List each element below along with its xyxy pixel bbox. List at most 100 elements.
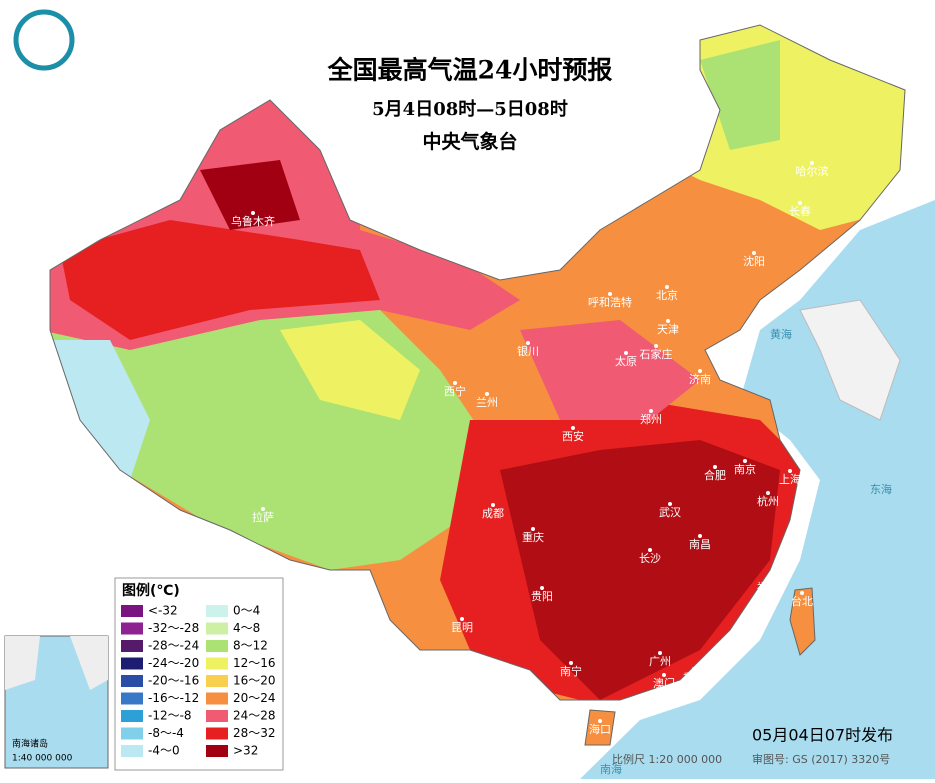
city-dot bbox=[569, 661, 573, 665]
city-dot bbox=[743, 459, 747, 463]
sea-label: 黄海 bbox=[770, 327, 792, 341]
city-dot bbox=[453, 381, 457, 385]
legend-label: >32 bbox=[233, 744, 258, 758]
legend-swatch bbox=[206, 605, 228, 617]
city-label: 兰州 bbox=[476, 396, 498, 409]
city-label: 长沙 bbox=[639, 552, 661, 565]
legend-label: -12～-8 bbox=[148, 709, 192, 723]
city-dot bbox=[460, 617, 464, 621]
city-label: 呼和浩特 bbox=[588, 295, 632, 309]
city-label: 重庆 bbox=[522, 530, 544, 544]
city-dot bbox=[571, 426, 575, 430]
legend-label: 12～16 bbox=[233, 656, 276, 670]
issued: 05月04日07时发布 bbox=[752, 726, 893, 745]
city-label: 海口 bbox=[589, 722, 611, 736]
legend-swatch bbox=[206, 640, 228, 652]
legend-swatch bbox=[121, 605, 143, 617]
city-dot bbox=[531, 527, 535, 531]
city-label: 沈阳 bbox=[743, 254, 765, 268]
city-label: 拉萨 bbox=[252, 510, 274, 524]
city-dot bbox=[698, 534, 702, 538]
legend-label: -8～-4 bbox=[148, 726, 184, 740]
city-dot bbox=[491, 503, 495, 507]
city-label: 成都 bbox=[482, 507, 504, 520]
city-dot bbox=[608, 292, 612, 296]
legend-swatch bbox=[121, 727, 143, 740]
korea bbox=[799, 299, 901, 421]
legend-label: -4～0 bbox=[148, 744, 180, 758]
legend-label: -32～-28 bbox=[148, 621, 199, 635]
period: 5月4日08时—5日08时 bbox=[372, 99, 568, 120]
legend-swatch bbox=[206, 692, 228, 705]
city-dot bbox=[662, 673, 666, 677]
city-dot bbox=[648, 548, 652, 552]
city-dot bbox=[665, 285, 669, 289]
city-label: 天津 bbox=[657, 323, 679, 336]
legend-swatch bbox=[121, 692, 143, 705]
legend-label: 16～20 bbox=[233, 674, 276, 688]
legend-swatch bbox=[206, 622, 228, 635]
city-dot bbox=[654, 344, 658, 348]
inset-label: 南海诸岛 bbox=[12, 738, 48, 750]
city-dot bbox=[692, 667, 696, 671]
legend-swatch bbox=[121, 710, 143, 722]
city-label: 武汉 bbox=[659, 506, 681, 519]
city-label: 西安 bbox=[562, 429, 584, 443]
city-label: 杭州 bbox=[757, 494, 779, 508]
logo bbox=[13, 9, 75, 71]
city-label: 哈尔滨 bbox=[796, 164, 829, 178]
city-dot bbox=[624, 351, 628, 355]
legend-label: 4～8 bbox=[233, 621, 260, 635]
city-label: 上海 bbox=[779, 472, 801, 486]
sea-label: 东海 bbox=[870, 482, 892, 496]
city-dot bbox=[540, 586, 544, 590]
legend-label: <-32 bbox=[148, 604, 178, 618]
city-dot bbox=[485, 392, 489, 396]
legend-label: -16～-12 bbox=[148, 691, 199, 705]
city-dot bbox=[810, 161, 814, 165]
city-label: 澳门 bbox=[653, 676, 675, 690]
city-label: 昆明 bbox=[451, 621, 473, 634]
legend-swatch bbox=[121, 640, 143, 652]
city-dot bbox=[713, 465, 717, 469]
city-dot bbox=[261, 507, 265, 511]
city-label: 石家庄 bbox=[640, 347, 673, 361]
city-dot bbox=[798, 201, 802, 205]
city-label: 福州 bbox=[757, 580, 779, 594]
sea-label: 南海 bbox=[600, 762, 622, 776]
legend-label: 8～12 bbox=[233, 639, 268, 653]
city-label: 济南 bbox=[689, 372, 711, 386]
city-label: 贵阳 bbox=[531, 590, 553, 603]
city-label: 乌鲁木齐 bbox=[231, 214, 275, 228]
city-label: 北京 bbox=[656, 288, 678, 302]
city-dot bbox=[251, 211, 255, 215]
city-dot bbox=[668, 502, 672, 506]
legend-label: 28～32 bbox=[233, 726, 276, 740]
city-label: 合肥 bbox=[704, 468, 726, 482]
legend-swatch bbox=[121, 675, 143, 687]
map-number: 审图号: GS (2017) 3320号 bbox=[752, 752, 890, 766]
city-dot bbox=[649, 409, 653, 413]
city-label: 香港 bbox=[683, 671, 705, 684]
scale: 比例尺 1:20 000 000 bbox=[612, 752, 722, 766]
legend-swatch bbox=[206, 745, 228, 757]
legend-label: 0～4 bbox=[233, 604, 260, 618]
legend-label: -20～-16 bbox=[148, 674, 199, 688]
city-dot bbox=[766, 491, 770, 495]
inset-land bbox=[5, 636, 108, 690]
legend-label: 24～28 bbox=[233, 709, 276, 723]
legend-swatch bbox=[206, 657, 228, 670]
legend-swatch bbox=[121, 745, 143, 757]
legend-label: 20～24 bbox=[233, 691, 276, 705]
city-label: 南宁 bbox=[560, 664, 582, 678]
city-label: 银川 bbox=[517, 344, 539, 358]
city-dot bbox=[666, 319, 670, 323]
city-dot bbox=[526, 341, 530, 345]
city-dot bbox=[788, 469, 792, 473]
city-label: 长春 bbox=[789, 205, 811, 218]
legend-label: -24～-20 bbox=[148, 656, 199, 670]
city-label: 太原 bbox=[615, 355, 637, 368]
legend-title: 图例(℃) bbox=[122, 582, 180, 599]
city-label: 西宁 bbox=[444, 384, 466, 398]
legend-swatch bbox=[206, 675, 228, 687]
